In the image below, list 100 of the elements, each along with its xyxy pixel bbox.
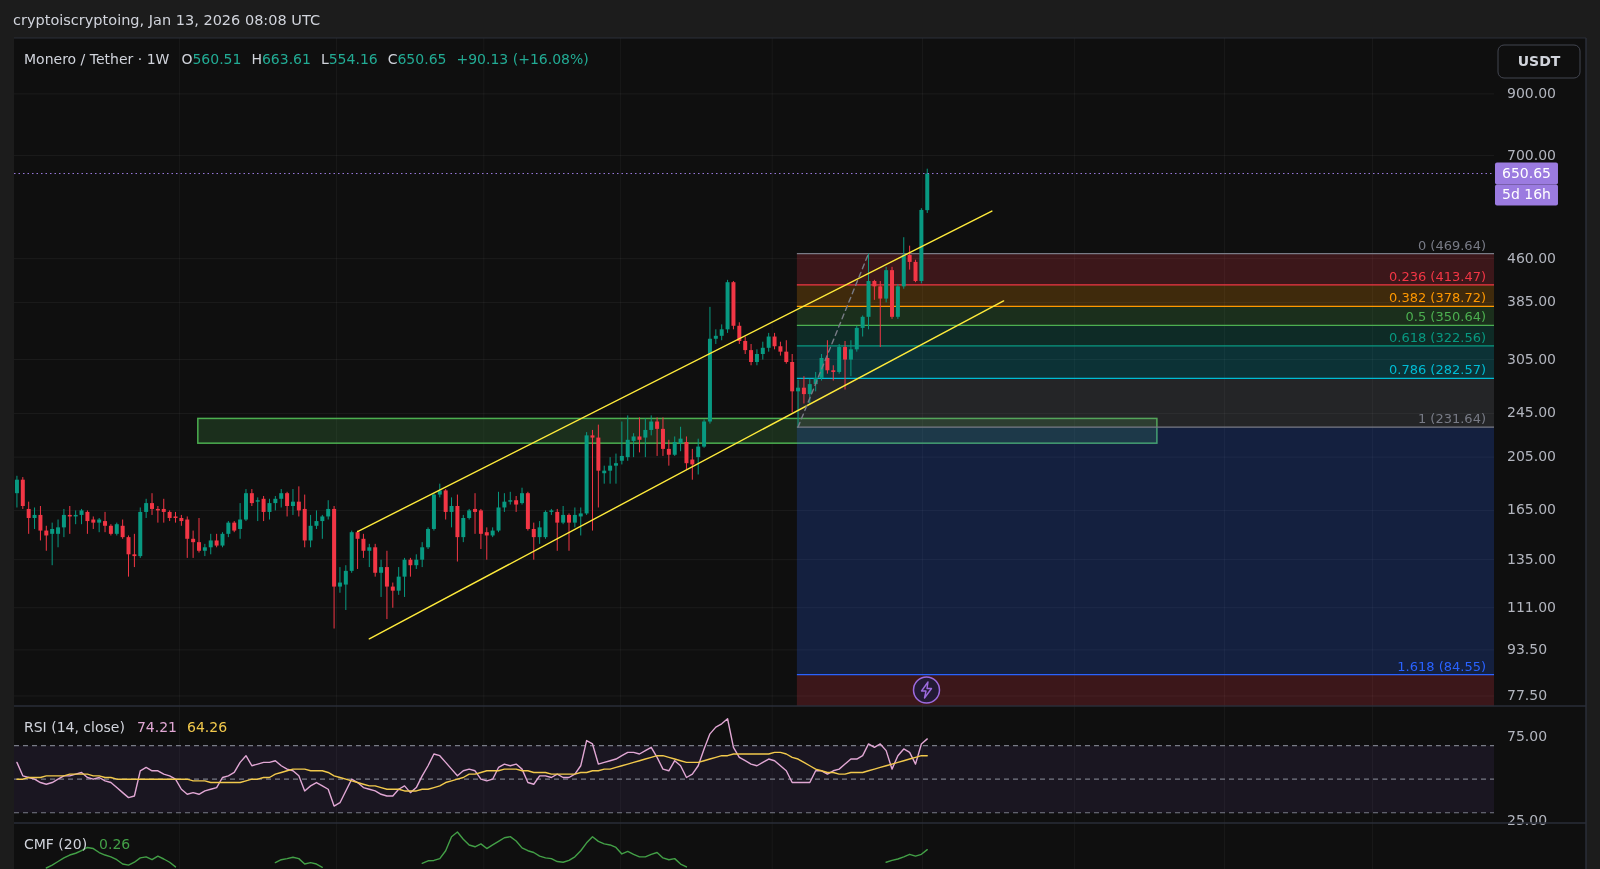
y-tick-label: 460.00 xyxy=(1507,249,1556,266)
candlestick xyxy=(26,501,31,535)
candlestick xyxy=(202,543,207,557)
candlestick xyxy=(696,438,701,475)
y-tick-label: 900.00 xyxy=(1507,84,1556,101)
ref-line-label: 1 (231.64) xyxy=(1417,411,1486,427)
y-axis-title: USDT xyxy=(1517,53,1561,69)
candlestick xyxy=(32,506,37,530)
candlestick xyxy=(666,439,671,467)
candlestick xyxy=(396,566,401,596)
candlestick xyxy=(637,416,642,453)
annotation: L554.16 xyxy=(320,51,378,67)
candlestick xyxy=(496,491,501,533)
candlestick xyxy=(484,526,489,561)
candlestick xyxy=(390,582,395,609)
candlestick xyxy=(320,514,325,540)
candlestick xyxy=(191,530,196,559)
candlestick xyxy=(290,488,295,516)
candlestick xyxy=(326,499,331,521)
ref-line-label: 0 (469.64) xyxy=(1417,237,1486,253)
candlestick xyxy=(843,340,848,391)
candlestick xyxy=(384,550,389,620)
candlestick xyxy=(185,515,190,559)
candlestick xyxy=(314,509,319,530)
candlestick xyxy=(537,520,542,545)
ref-line-label: 0.786 (282.57) xyxy=(1389,362,1486,378)
ref-line-label: 0.5 (350.64) xyxy=(1405,309,1486,325)
ref-line-label: 0.236 (413.47) xyxy=(1389,268,1486,284)
candlestick xyxy=(161,498,166,524)
annotation: C650.65 xyxy=(387,51,447,67)
line-series xyxy=(16,718,928,807)
text: Monero / Tether · 1W xyxy=(24,51,170,67)
candlestick xyxy=(555,508,560,552)
candlestick xyxy=(473,492,478,535)
candlestick xyxy=(807,378,812,405)
candlestick xyxy=(631,432,636,458)
candlestick xyxy=(907,245,912,271)
candlestick xyxy=(343,564,348,611)
candlestick xyxy=(238,502,243,540)
candlestick xyxy=(120,519,125,540)
annotation: H663.61 xyxy=(251,51,311,67)
candlestick xyxy=(754,348,759,366)
candlestick xyxy=(567,512,571,552)
candlestick xyxy=(613,453,618,485)
text: 5d 16h xyxy=(1502,185,1551,202)
y-tick-label: 93.50 xyxy=(1507,640,1548,657)
annotation: +90.13 (+16.08%) xyxy=(456,51,589,67)
candlestick xyxy=(608,456,613,485)
ref-line-label: 1.618 (84.55) xyxy=(1397,658,1486,674)
candlestick xyxy=(831,364,836,382)
candlestick xyxy=(590,429,595,532)
y-tick-label: 700.00 xyxy=(1507,146,1556,163)
candlestick xyxy=(572,506,577,528)
y-tick-label: 77.50 xyxy=(1507,686,1548,703)
candlestick xyxy=(208,533,213,555)
candlestick xyxy=(132,533,137,568)
candlestick xyxy=(408,557,413,578)
y-tick-label: 111.00 xyxy=(1507,598,1556,615)
candlestick xyxy=(355,530,360,570)
chart-title: CMF (20) xyxy=(24,836,88,852)
candlestick xyxy=(56,519,61,548)
candlestick xyxy=(766,332,771,353)
candlestick xyxy=(749,343,754,366)
candlestick xyxy=(784,339,789,365)
candlestick xyxy=(625,414,630,462)
candlestick xyxy=(337,566,342,594)
candlestick xyxy=(308,514,313,548)
candlestick xyxy=(296,485,301,517)
candlestick xyxy=(150,492,155,516)
candlestick xyxy=(285,491,290,517)
candlestick xyxy=(103,511,108,533)
annotation: 74.21 xyxy=(136,719,177,735)
candlestick xyxy=(561,505,566,525)
candlestick xyxy=(860,314,865,338)
candlestick xyxy=(126,534,131,578)
candlestick xyxy=(449,496,454,528)
candlestick xyxy=(402,557,407,598)
candlestick xyxy=(649,414,654,436)
ref-line-label: 0.382 (378.72) xyxy=(1389,290,1486,306)
candlestick xyxy=(619,421,624,465)
candlestick xyxy=(379,559,384,598)
y-tick-label: 305.00 xyxy=(1507,350,1556,367)
candlestick xyxy=(684,435,689,470)
chart-subtitle: cryptoiscryptoing, Jan 13, 2026 08:08 UTC xyxy=(13,12,321,28)
candlestick xyxy=(643,417,648,458)
y-tick-label: 385.00 xyxy=(1507,293,1556,310)
candlestick xyxy=(279,488,284,508)
candlestick xyxy=(672,435,677,457)
candlestick xyxy=(478,508,483,550)
candlestick xyxy=(267,498,272,521)
candlestick xyxy=(578,506,583,536)
candlestick xyxy=(197,517,201,554)
candlestick xyxy=(61,508,66,538)
candlestick xyxy=(261,495,266,522)
annotation: 0.26 xyxy=(99,836,131,852)
candlestick xyxy=(14,475,19,508)
candlestick xyxy=(531,522,536,561)
y-tick-label: 25.00 xyxy=(1507,812,1548,829)
text: RSI (14, close) xyxy=(24,719,125,735)
candlestick xyxy=(514,495,519,513)
